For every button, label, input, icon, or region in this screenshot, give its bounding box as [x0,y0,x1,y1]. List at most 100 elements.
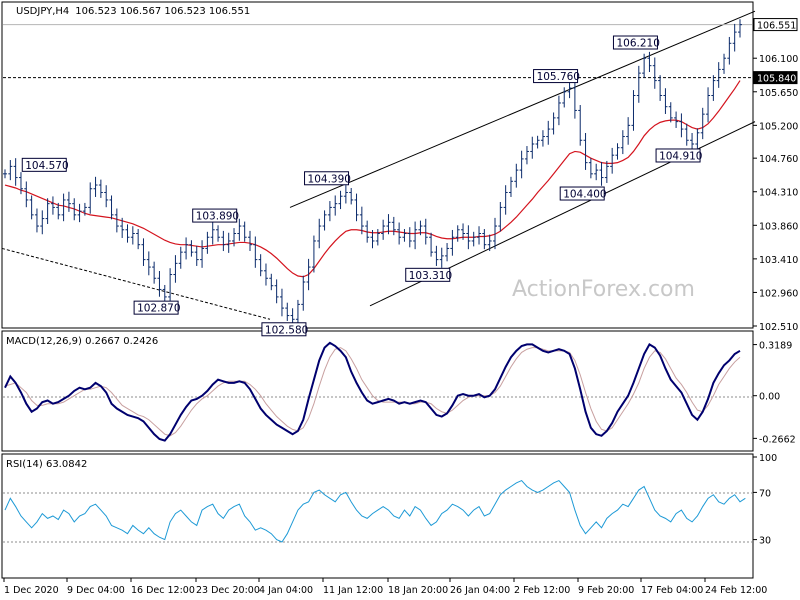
candle [24,181,29,208]
candle [66,191,71,212]
candle [711,75,716,101]
candle [205,231,210,254]
key-level-label: 104.400 [559,186,607,201]
candle [519,150,524,179]
candle [61,193,66,222]
rsi-polyline [4,479,746,543]
symbol-label: USDJPY,H4 [16,6,69,17]
candle [274,279,279,304]
key-level-text: 104.910 [659,150,702,162]
candle [578,105,583,146]
candle [652,57,657,89]
candle [98,179,103,198]
candle [232,228,237,247]
candle [248,230,252,252]
key-level-text: 102.870 [137,303,180,315]
candle [631,90,636,131]
candle [397,222,402,245]
price-marker-text: 106.551 [757,21,796,32]
time-tick-label: 2 Feb 12:00 [514,585,570,596]
candle [77,203,82,223]
time-tick-label: 11 Jan 12:00 [323,585,383,596]
price-tick-label: 102.510 [759,322,798,333]
candle [418,220,423,236]
candle [125,224,130,243]
candle [690,132,695,152]
candle [732,23,737,52]
candle [439,247,444,268]
candle [503,185,508,215]
price-axis: 106.100 105.650 105.200 104.760 104.310 103.8… [753,18,798,333]
key-level-text: 103.890 [196,211,239,223]
candle [508,176,513,197]
price-tick-label: 102.960 [759,288,798,299]
candle [445,243,450,262]
macd-tick-label: -0.2662 [759,434,796,445]
candle [210,222,215,245]
time-tick-label: 4 Jan 04:00 [259,585,313,596]
candle [34,208,39,233]
price-panel [1,1,754,329]
candle [50,196,55,215]
candle [391,216,396,236]
price-tick-label: 106.100 [759,54,798,65]
candle [29,195,34,220]
candle [461,223,466,240]
candle [279,288,284,317]
price-marker: 106.551 [753,18,798,32]
candle [189,240,194,257]
time-tick-label: 18 Jan 20:00 [388,585,448,596]
candle [567,81,572,99]
candle [498,201,503,232]
candle [349,188,354,205]
candle [88,182,93,214]
candle [514,163,519,188]
candle [343,185,348,204]
candle [146,251,151,276]
price-tick-label: 105.650 [759,88,798,99]
candle [130,226,135,245]
candle [317,218,322,249]
macd-panel [1,330,754,452]
candle [194,245,199,266]
candle [620,130,625,155]
candle [269,273,274,291]
candle [434,245,439,266]
candle [200,240,205,268]
candle [322,210,327,231]
candle [423,218,428,245]
candle [162,284,167,302]
candle [354,193,359,222]
candle [184,237,189,260]
candle [168,268,173,304]
key-level-text: 104.570 [25,160,68,172]
ohlc-label: 106.523 106.567 106.523 106.551 [75,6,250,17]
candle [402,229,407,242]
time-tick-label: 16 Dec 12:00 [131,585,195,596]
candle [663,88,668,114]
candle [359,206,364,235]
candle [562,87,567,108]
candle [535,135,540,149]
candle [487,234,492,252]
candle [471,231,476,247]
candle [599,161,604,186]
candle [93,176,98,197]
candle [226,232,231,253]
candle [647,51,652,73]
candle [407,227,412,248]
candle [658,75,663,101]
time-axis: 1 Dec 2020 9 Dec 04:00 16 Dec 12:00 23 Dec … [3,578,767,596]
candle [365,220,370,243]
candle [120,217,125,238]
candle [588,158,593,179]
channel-upper-line [289,10,756,208]
key-level-label: 102.870 [133,300,181,315]
price-marker-text: 105.840 [757,74,796,85]
candle [668,102,673,123]
candle [551,112,556,135]
time-tick-label: 9 Feb 20:00 [578,585,634,596]
price-tick-label: 104.310 [759,188,798,199]
time-tick-label: 24 Feb 12:00 [705,585,767,596]
